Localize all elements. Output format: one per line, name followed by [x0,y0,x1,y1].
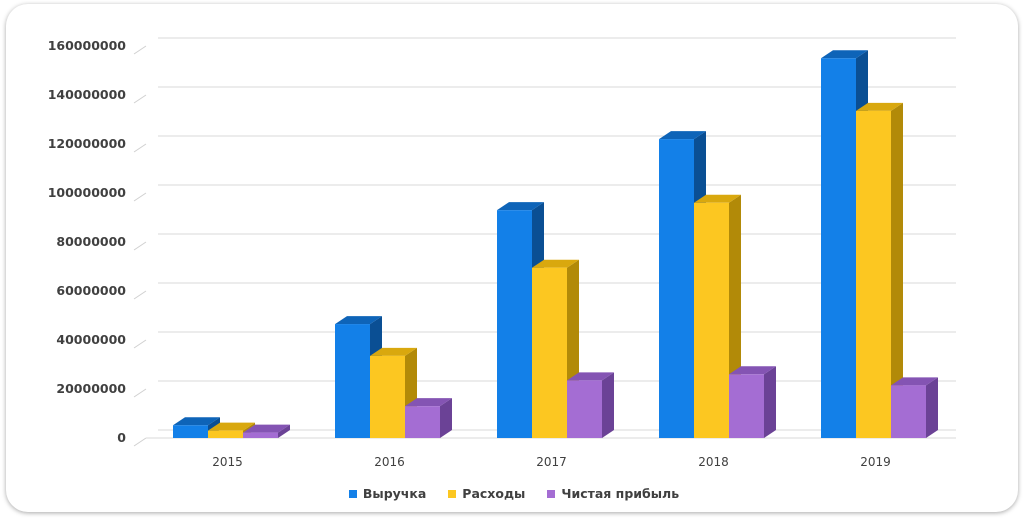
bar-side [440,398,452,438]
y-tick-label: 100000000 [48,185,127,200]
bar-top [567,372,614,381]
bar [821,58,856,438]
y-tick-label: 20000000 [56,381,126,396]
bar-top [532,259,579,268]
gridline-depth [133,143,147,153]
bar-top [891,377,938,386]
bar-top [335,316,382,325]
bar [729,374,764,438]
x-tick-label: 2015 [212,455,243,469]
legend-label-net-profit: Чистая прибыль [561,486,680,501]
bar-top [821,50,868,59]
y-tick-label: 140000000 [48,87,127,102]
legend-item-revenue: Выручка [348,486,427,501]
gridline-depth [133,94,147,104]
gridline-depth [133,45,147,55]
gridline-depth [133,437,147,447]
y-tick-label: 160000000 [48,38,127,53]
bar-side [602,372,614,438]
bar-top [173,417,220,426]
x-tick-label: 2018 [698,455,729,469]
bar-side [891,102,903,439]
bar [208,430,243,438]
bar [335,324,370,438]
bar-side [926,377,938,438]
y-tick-label: 40000000 [56,332,126,347]
bar-top [497,202,544,211]
bar [405,406,440,438]
gridline-depth [133,290,147,300]
bar-chart: 0 20000000 40000000 60000000 80000000 1000000… [48,37,956,469]
legend-item-net-profit: Чистая прибыль [547,486,679,501]
gridline-depth [133,241,147,251]
legend-swatch-net-profit [547,489,556,498]
legend-swatch-revenue [348,489,357,498]
bar-side [764,366,776,438]
gridline-depth [133,192,147,202]
bar-top [208,422,255,431]
legend-label-expenses: Расходы [462,486,526,501]
bar-top [659,131,706,140]
gridline-depth [133,339,147,349]
x-tick-label: 2017 [536,455,567,469]
legend-label-revenue: Выручка [362,486,427,501]
bar-top [243,424,290,433]
bar [173,425,208,438]
bar [659,139,694,438]
bar [370,355,405,438]
y-tick-label: 0 [117,430,126,445]
y-tick-label: 60000000 [56,283,126,298]
bar [532,267,567,438]
legend-swatch-expenses [448,489,457,498]
bar-top [729,366,776,375]
legend: Выручка Расходы Чистая прибыль [0,486,1028,501]
bar [497,210,532,438]
gridline-depth [133,388,147,398]
bar-top [694,194,741,203]
bar-top [370,347,417,356]
bar [891,385,926,438]
y-tick-label: 120000000 [48,136,127,151]
x-tick-label: 2016 [374,455,405,469]
bar [694,202,729,438]
x-tick-label: 2019 [860,455,891,469]
bar [567,380,602,438]
y-tick-label: 80000000 [56,234,126,249]
bar [243,432,278,438]
bar-side [278,424,290,438]
legend-item-expenses: Расходы [448,486,525,501]
bar [856,110,891,439]
bar-top [405,398,452,407]
bar-top [856,102,903,111]
